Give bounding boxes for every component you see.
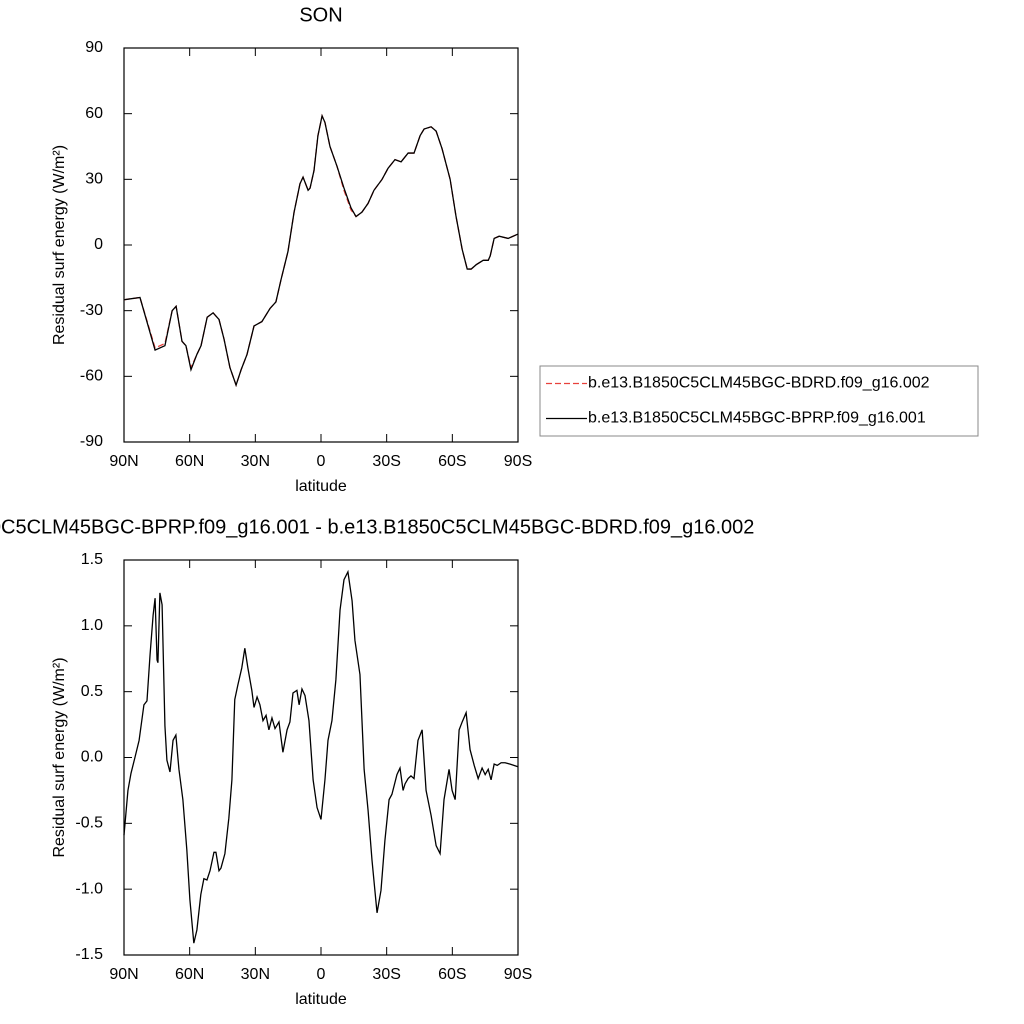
- y-tick-label: 0.5: [81, 683, 103, 700]
- x-tick-label: 60S: [438, 966, 466, 983]
- y-axis-label: Residual surf energy (W/m²): [51, 145, 68, 345]
- y-tick-label: 0.0: [81, 749, 103, 766]
- x-tick-label: 30S: [372, 966, 400, 983]
- series-line: [123, 113, 519, 388]
- x-tick-label: 60N: [175, 966, 204, 983]
- x-tick-label: 30N: [241, 453, 270, 470]
- chart-title: SON: [299, 4, 342, 26]
- legend-label: b.e13.B1850C5CLM45BGC-BPRP.f09_g16.001: [588, 410, 926, 427]
- y-tick-label: -1.0: [75, 880, 103, 897]
- x-tick-label: 0: [317, 453, 326, 470]
- series-line: [123, 569, 519, 944]
- y-tick-label: -0.5: [75, 815, 103, 832]
- plot-frame: [123, 559, 519, 956]
- x-tick-label: 30S: [372, 453, 400, 470]
- x-tick-label: 90S: [504, 966, 532, 983]
- y-tick-label: -90: [80, 433, 103, 450]
- x-tick-label: 60N: [175, 453, 204, 470]
- x-tick-label: 60S: [438, 453, 466, 470]
- y-tick-label: 30: [85, 171, 103, 188]
- y-tick-label: -30: [80, 302, 103, 319]
- legend-box: [539, 365, 979, 437]
- y-tick-label: 60: [85, 105, 103, 122]
- plot-frame: [123, 47, 519, 443]
- y-tick-label: 1.5: [81, 551, 103, 568]
- legend-label: b.e13.B1850C5CLM45BGC-BDRD.f09_g16.002: [588, 375, 930, 392]
- y-tick-label: -60: [80, 368, 103, 385]
- x-axis-label: latitude: [295, 478, 347, 495]
- x-tick-label: 90N: [109, 453, 138, 470]
- y-tick-label: -1.5: [75, 946, 103, 963]
- x-tick-label: 90N: [109, 966, 138, 983]
- series-line: [123, 113, 519, 388]
- chart-title: b.e13.B1850C5CLM45BGC-BPRP.f09_g16.001 -…: [0, 516, 754, 538]
- x-tick-label: 0: [317, 966, 326, 983]
- x-tick-label: 90S: [504, 453, 532, 470]
- y-tick-label: 90: [85, 39, 103, 56]
- x-tick-label: 30N: [241, 966, 270, 983]
- y-axis-label: Residual surf energy (W/m²): [51, 657, 68, 857]
- y-tick-label: 0: [94, 236, 103, 253]
- x-axis-label: latitude: [295, 991, 347, 1008]
- y-tick-label: 1.0: [81, 617, 103, 634]
